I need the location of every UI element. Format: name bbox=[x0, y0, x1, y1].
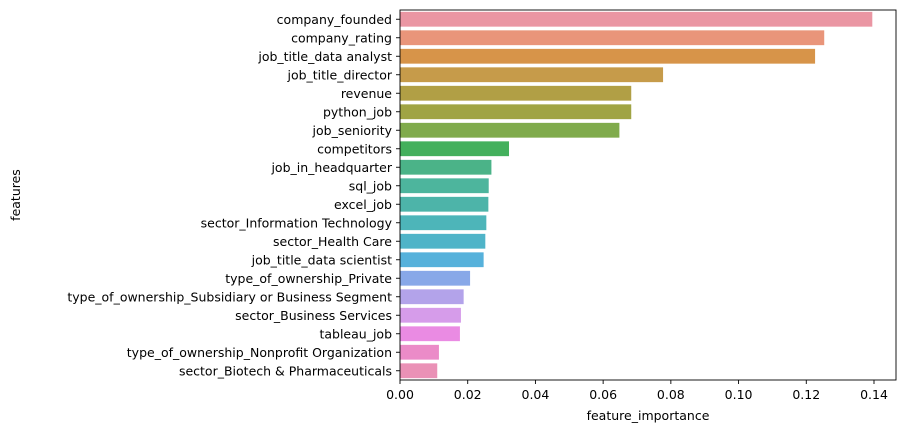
category-label: sector_Health Care bbox=[273, 234, 392, 249]
bar-5 bbox=[400, 104, 632, 120]
bar-1 bbox=[400, 30, 825, 46]
x-tick-label: 0.02 bbox=[454, 387, 482, 402]
category-label: job_title_data analyst bbox=[257, 49, 392, 64]
category-label: python_job bbox=[323, 104, 392, 119]
x-ticks-group: 0.00 0.02 0.04 0.06 0.08 0.10 0.12 0.14 bbox=[386, 380, 888, 402]
category-label: tableau_job bbox=[319, 326, 392, 341]
y-axis-label: features bbox=[8, 169, 23, 221]
bar-3 bbox=[400, 67, 664, 83]
bar-0 bbox=[400, 11, 873, 27]
category-label: sql_job bbox=[349, 178, 392, 193]
bar-10 bbox=[400, 196, 489, 212]
bar-17 bbox=[400, 326, 460, 342]
x-tick-label: 0.10 bbox=[725, 387, 753, 402]
bar-6 bbox=[400, 122, 620, 138]
x-tick-label: 0.06 bbox=[589, 387, 617, 402]
x-axis-label: feature_importance bbox=[587, 408, 710, 423]
category-label: sector_Biotech & Pharmaceuticals bbox=[179, 363, 392, 378]
category-label: type_of_ownership_Subsidiary or Business… bbox=[67, 289, 392, 304]
bar-4 bbox=[400, 85, 632, 101]
bar-19 bbox=[400, 363, 438, 379]
category-label: excel_job bbox=[334, 197, 392, 212]
bar-8 bbox=[400, 159, 492, 175]
bar-12 bbox=[400, 233, 486, 249]
bar-14 bbox=[400, 270, 471, 286]
category-label: revenue bbox=[341, 86, 392, 101]
category-label: sector_Business Services bbox=[235, 308, 392, 323]
category-labels-group: company_founded company_rating job_title_d… bbox=[67, 12, 400, 378]
category-label: company_founded bbox=[277, 12, 392, 27]
bar-11 bbox=[400, 215, 487, 231]
x-tick-label: 0.04 bbox=[522, 387, 550, 402]
category-label: job_in_headquarter bbox=[270, 160, 392, 175]
category-label: sector_Information Technology bbox=[201, 215, 393, 230]
category-label: competitors bbox=[317, 141, 392, 156]
bars-group bbox=[400, 11, 873, 379]
plot-frame bbox=[399, 9, 897, 381]
bar-16 bbox=[400, 307, 461, 323]
bar-18 bbox=[400, 344, 439, 360]
x-tick-label: 0.14 bbox=[860, 387, 888, 402]
category-label: company_rating bbox=[291, 30, 392, 45]
category-label: job_seniority bbox=[312, 123, 393, 138]
x-tick-label: 0.08 bbox=[657, 387, 685, 402]
category-label: type_of_ownership_Private bbox=[225, 271, 392, 286]
category-label: job_title_director bbox=[286, 67, 392, 82]
bar-7 bbox=[400, 141, 510, 157]
bar-13 bbox=[400, 252, 484, 268]
bar-9 bbox=[400, 178, 489, 194]
x-tick-label: 0.12 bbox=[792, 387, 820, 402]
category-label: type_of_ownership_Nonprofit Organization bbox=[127, 345, 392, 360]
x-tick-label: 0.00 bbox=[386, 387, 414, 402]
category-label: job_title_data scientist bbox=[251, 252, 392, 267]
bar-15 bbox=[400, 289, 464, 305]
bar-2 bbox=[400, 48, 816, 64]
